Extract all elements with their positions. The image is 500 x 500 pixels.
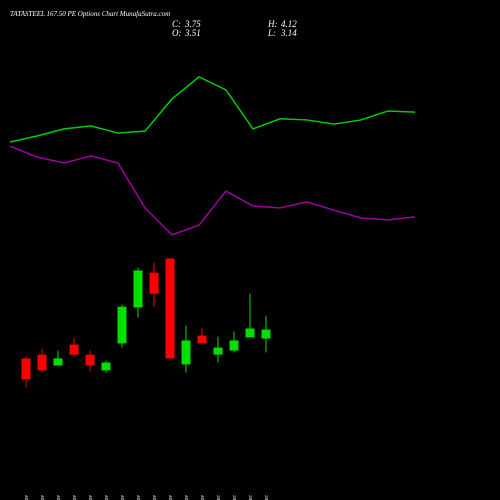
candle-body: [165, 258, 175, 359]
candle-body: [197, 335, 207, 344]
candle-body: [133, 270, 143, 308]
info-value: 3.75: [184, 19, 201, 29]
x-tick-label: 26 Nov: [168, 495, 174, 500]
x-tick-label: 03 Dec: [248, 495, 254, 500]
candle-body: [117, 306, 127, 344]
candle-body: [21, 358, 31, 380]
x-tick-label: 18 Nov: [72, 495, 78, 500]
candle-body: [181, 340, 191, 365]
candle-body: [245, 328, 255, 338]
x-tick-label: 12 Nov: [24, 495, 30, 500]
candle-body: [69, 344, 79, 355]
info-label: C:: [172, 19, 181, 29]
info-label: H:: [267, 19, 278, 29]
x-tick-label: 25 Nov: [152, 495, 158, 500]
candle-body: [101, 362, 111, 371]
x-tick-label: 27 Nov: [184, 495, 190, 500]
info-value: 3.51: [184, 28, 201, 38]
x-tick-label: 01 Dec: [216, 495, 222, 500]
candle-body: [229, 340, 239, 351]
info-value: 3.14: [280, 28, 297, 38]
x-tick-label: 21 Nov: [120, 495, 126, 500]
x-tick-label: 04 Dec: [263, 495, 270, 500]
x-tick-label: 19 Nov: [88, 495, 94, 500]
candle-body: [213, 347, 223, 355]
indicator-line: [9, 75, 416, 143]
info-label: O:: [172, 28, 182, 38]
info-label: L:: [267, 28, 276, 38]
candle-body: [85, 354, 95, 366]
x-tick-label: 28 Nov: [200, 495, 206, 500]
x-tick-label: 02 Dec: [232, 495, 238, 500]
x-tick-label: 17 Nov: [56, 495, 62, 500]
x-tick-label: 24 Nov: [135, 495, 142, 500]
chart-title: TATASTEEL 167.50 PE Options Chart Munafa…: [10, 10, 170, 18]
candle-body: [53, 358, 63, 366]
candle-body: [149, 272, 159, 294]
x-tick-label: 20 Nov: [104, 495, 110, 500]
indicator-line: [9, 145, 416, 236]
candle-body: [261, 329, 271, 339]
info-value: 4.12: [281, 19, 297, 29]
x-tick-label: 14 Nov: [39, 495, 46, 500]
candle-body: [37, 354, 47, 371]
